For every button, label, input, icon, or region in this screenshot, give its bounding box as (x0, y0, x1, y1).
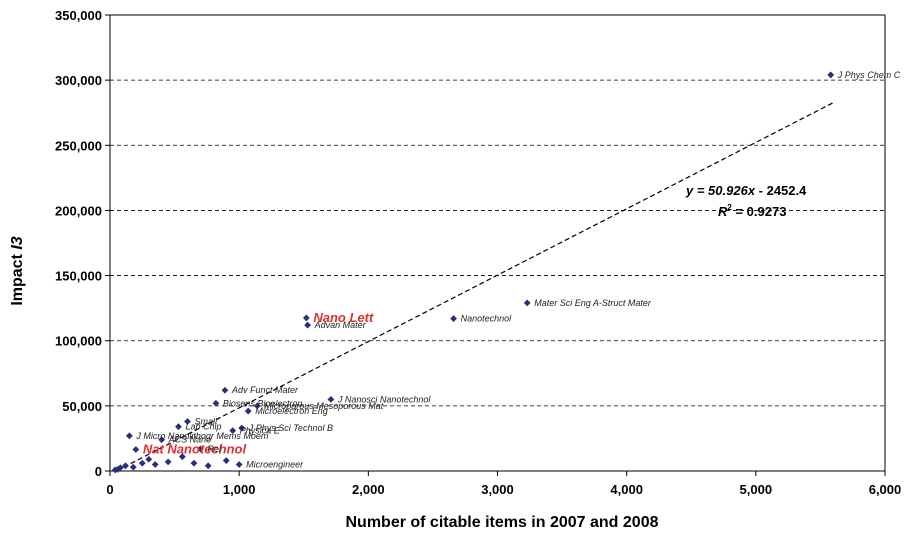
point-label: J Phys Chem C (837, 70, 901, 80)
data-point (238, 424, 246, 432)
data-point (158, 436, 166, 444)
data-point (184, 418, 191, 425)
y-tick-label: 200,000 (55, 203, 102, 218)
point-label: J Phys Sci Technol B (248, 423, 333, 433)
data-point (116, 464, 124, 472)
point-label: Microporous Mesoporous Mat (264, 401, 384, 411)
trendline-equation: y = 50.926x - 2452.4 (685, 183, 807, 198)
data-point (253, 402, 261, 410)
data-point (204, 462, 212, 470)
data-point (129, 463, 137, 471)
point-label: Rel (207, 444, 222, 454)
point-labels: J Phys Chem C Mater Sci Eng A-Struct Mate… (135, 70, 900, 470)
x-tick-label: 0 (106, 482, 113, 497)
point-label: Advan Mater (314, 320, 367, 330)
x-axis-title: Number of citable items in 2007 and 2008 (345, 514, 658, 531)
data-points (111, 71, 835, 474)
data-point (222, 457, 230, 464)
trendline (116, 102, 834, 472)
grid-lines (110, 79, 885, 407)
x-tick-label: 2,000 (352, 482, 385, 497)
point-label: Microelectron Eng (255, 406, 328, 416)
x-tick-label: 5,000 (740, 482, 773, 497)
y-tick-label: 300,000 (55, 73, 102, 88)
point-label: Nano Lett (313, 310, 374, 325)
r2-sup: 2 (727, 203, 732, 212)
data-point (175, 423, 182, 431)
x-tick-label: 1,000 (223, 482, 256, 497)
x-tick-label: 6,000 (869, 482, 902, 497)
x-tick-label: 4,000 (610, 482, 643, 497)
data-point (450, 315, 457, 322)
data-point (523, 299, 531, 307)
data-point (132, 446, 140, 453)
data-point (221, 386, 229, 394)
r-squared: R2 = 0.9273 (718, 203, 786, 219)
data-point (827, 71, 835, 79)
y-axis-ticks: 0 50,000 100,000 150,000 200,000 250,000 300,0… (55, 8, 110, 479)
y-tick-label: 50,000 (62, 399, 102, 414)
data-point (111, 466, 119, 474)
point-label: ACS Nano (168, 435, 212, 445)
point-label: Mater Sci Eng A-Struct Mater (534, 298, 652, 308)
data-point (122, 462, 129, 470)
data-point (145, 455, 153, 463)
point-label: Nat Nanotechnol (143, 442, 247, 457)
point-label: Microengineer (246, 459, 304, 469)
data-point (190, 459, 198, 467)
y-axis-title: Impact I3 (9, 236, 26, 305)
data-point (212, 399, 220, 407)
y-tick-label: 350,000 (55, 8, 102, 23)
point-label: Physica E (240, 426, 281, 436)
point-label: Biosens Bioelectron (223, 398, 303, 408)
y-tick-label: 250,000 (55, 138, 102, 153)
r2-prefix: R (718, 204, 728, 219)
equation-y-part: y = 50.926 (685, 183, 749, 198)
x-axis-ticks: 0 1,000 2,000 3,000 4,000 5,000 6,000 (106, 471, 901, 497)
x-tick-label: 3,000 (481, 482, 514, 497)
y-axis-title-var: I3 (9, 236, 26, 249)
point-label: J Nanosci Nanotechnol (337, 394, 432, 404)
point-label: Adv Funct Mater (231, 385, 299, 395)
data-point (235, 461, 243, 468)
point-label: Lab Chip (185, 422, 221, 432)
data-point (304, 321, 312, 329)
data-point (229, 427, 237, 435)
point-label: J Micro Nanolithogr Mems Moem (135, 431, 269, 441)
y-tick-label: 0 (95, 464, 102, 479)
point-label: Nanotechnol (461, 314, 513, 324)
r2-rest: = 0.9273 (732, 204, 787, 219)
data-point (178, 453, 186, 461)
y-tick-label: 100,000 (55, 334, 102, 349)
y-axis-title-text: Impact (9, 250, 26, 306)
point-label: Small (195, 416, 219, 426)
data-point (138, 459, 146, 467)
data-point (164, 458, 172, 466)
data-point (197, 445, 204, 453)
data-point (151, 461, 159, 468)
data-point (244, 407, 252, 415)
data-point (302, 314, 310, 322)
equation-rest: - 2452.4 (755, 183, 807, 198)
data-point (125, 432, 133, 440)
data-point (327, 395, 335, 403)
y-tick-label: 150,000 (55, 269, 102, 284)
equation-x-var: x (747, 183, 756, 198)
